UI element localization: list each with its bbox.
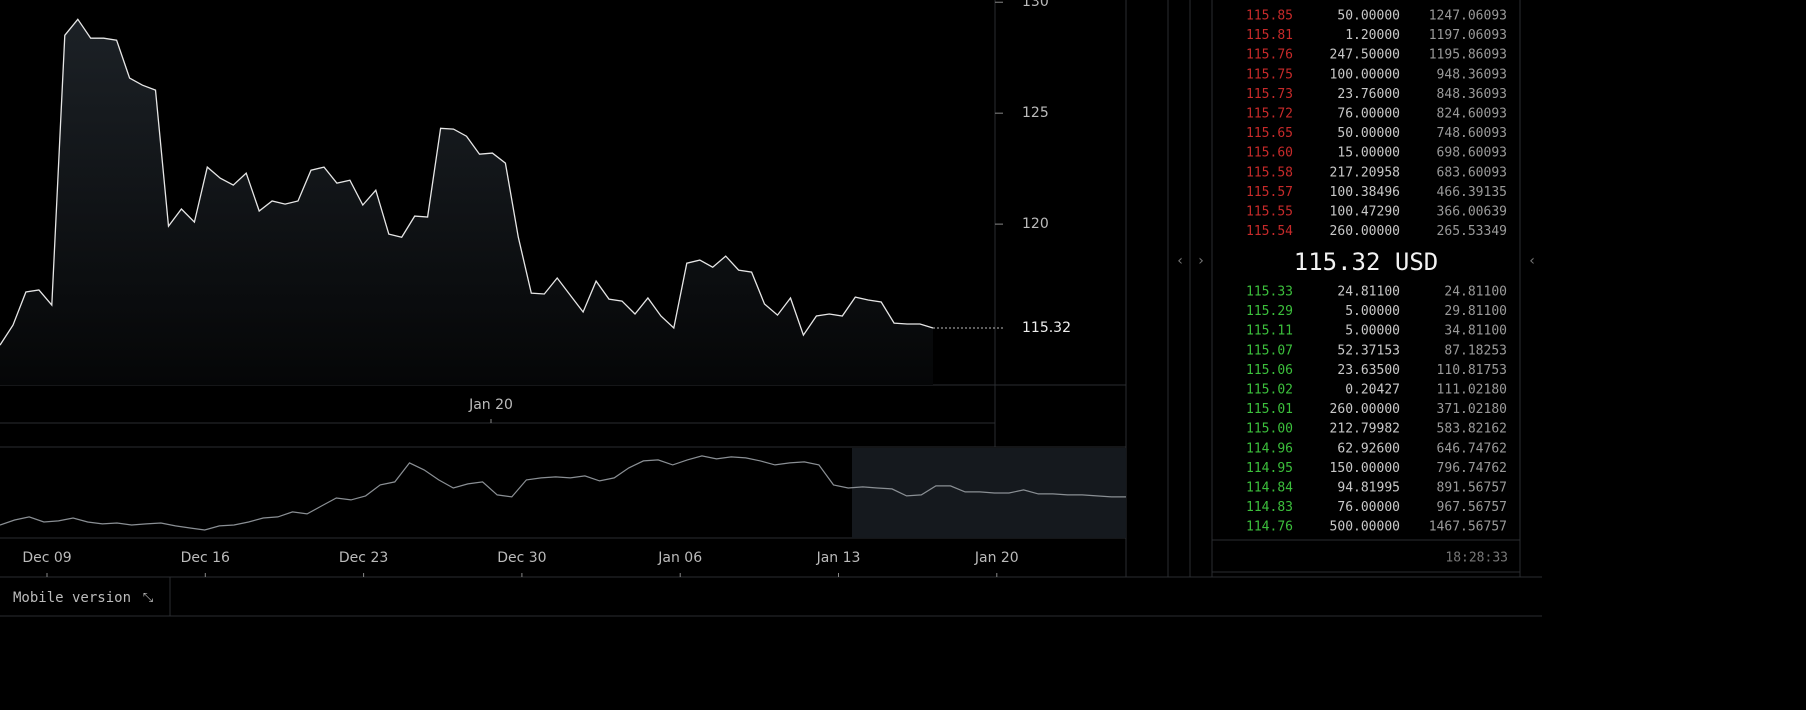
price: 115.73	[1246, 87, 1293, 102]
amount: 50.00000	[1337, 126, 1400, 141]
y-tick-label: 125	[1022, 105, 1049, 121]
total: 967.56757	[1437, 500, 1507, 515]
total: 111.02180	[1437, 383, 1507, 398]
amount: 1.20000	[1345, 28, 1400, 43]
total: 110.81753	[1437, 363, 1507, 378]
price: 114.84	[1246, 481, 1293, 496]
price: 115.02	[1246, 383, 1293, 398]
price-line	[0, 18, 934, 346]
total: 848.36093	[1437, 87, 1507, 102]
x-tick-label: Dec 09	[22, 550, 71, 566]
total: 1195.86093	[1429, 48, 1507, 63]
total: 698.60093	[1437, 146, 1507, 161]
price: 115.85	[1246, 9, 1293, 24]
price: 115.76	[1246, 48, 1293, 63]
amount: 247.50000	[1330, 48, 1400, 63]
amount: 500.00000	[1330, 520, 1400, 535]
total: 1197.06093	[1429, 28, 1507, 43]
amount: 24.81100	[1337, 285, 1400, 300]
price: 115.65	[1246, 126, 1293, 141]
price: 115.07	[1246, 343, 1293, 358]
amount: 52.37153	[1337, 343, 1400, 358]
y-tick-label: 130	[1022, 0, 1049, 10]
price: 115.72	[1246, 107, 1293, 122]
price: 115.29	[1246, 304, 1293, 319]
amount: 15.00000	[1337, 146, 1400, 161]
mobile-link[interactable]: Mobile version	[13, 590, 131, 606]
price: 115.55	[1246, 205, 1293, 220]
total: 583.82162	[1437, 422, 1507, 437]
total: 366.00639	[1437, 205, 1507, 220]
last-price-label: 115.32	[1022, 320, 1071, 336]
total: 683.60093	[1437, 165, 1507, 180]
total: 646.74762	[1437, 441, 1507, 456]
price: 115.75	[1246, 67, 1293, 82]
total: 466.39135	[1437, 185, 1507, 200]
collapse-left[interactable]: ‹	[1177, 253, 1183, 269]
collapse-book[interactable]: ‹	[1529, 253, 1535, 269]
navigator-line	[0, 455, 1126, 531]
x-tick-label: Jan 06	[657, 550, 702, 566]
price: 115.60	[1246, 146, 1293, 161]
price: 114.83	[1246, 500, 1293, 515]
total: 87.18253	[1444, 343, 1507, 358]
amount: 0.20427	[1345, 383, 1400, 398]
price: 115.01	[1246, 402, 1293, 417]
amount: 76.00000	[1337, 500, 1400, 515]
x-tick-label: Jan 13	[816, 550, 861, 566]
total: 29.81100	[1444, 304, 1507, 319]
price: 115.11	[1246, 324, 1293, 339]
amount: 100.47290	[1330, 205, 1400, 220]
amount: 76.00000	[1337, 107, 1400, 122]
amount: 100.00000	[1330, 67, 1400, 82]
mobile-icon[interactable]: ⤡	[143, 591, 154, 606]
amount: 212.79982	[1330, 422, 1400, 437]
x-tick-label: Jan 20	[468, 397, 513, 413]
amount: 62.92600	[1337, 441, 1400, 456]
time: 18:28:33	[1445, 551, 1508, 566]
total: 34.81100	[1444, 324, 1507, 339]
amount: 217.20958	[1330, 165, 1400, 180]
price: 115.54	[1246, 224, 1293, 239]
amount: 260.00000	[1330, 224, 1400, 239]
total: 265.53349	[1437, 224, 1507, 239]
total: 748.60093	[1437, 126, 1507, 141]
total: 891.56757	[1437, 481, 1507, 496]
price: 114.95	[1246, 461, 1293, 476]
price: 115.57	[1246, 185, 1293, 200]
total: 1467.56757	[1429, 520, 1507, 535]
price: 114.76	[1246, 520, 1293, 535]
x-tick-label: Dec 16	[181, 550, 230, 566]
amount: 50.00000	[1337, 9, 1400, 24]
price: 115.58	[1246, 165, 1293, 180]
total: 824.60093	[1437, 107, 1507, 122]
x-tick-label: Dec 23	[339, 550, 388, 566]
total: 796.74762	[1437, 461, 1507, 476]
price: 114.96	[1246, 441, 1293, 456]
y-tick-label: 120	[1022, 216, 1049, 232]
total: 24.81100	[1444, 285, 1507, 300]
collapse-right[interactable]: ›	[1198, 253, 1204, 269]
price: 115.06	[1246, 363, 1293, 378]
amount: 5.00000	[1345, 304, 1400, 319]
amount: 260.00000	[1330, 402, 1400, 417]
total: 948.36093	[1437, 67, 1507, 82]
price-area	[0, 19, 933, 386]
x-tick-label: Jan 20	[974, 550, 1019, 566]
price: 115.00	[1246, 422, 1293, 437]
price: 115.81	[1246, 28, 1293, 43]
amount: 23.63500	[1337, 363, 1400, 378]
amount: 5.00000	[1345, 324, 1400, 339]
amount: 150.00000	[1330, 461, 1400, 476]
mid-price: 115.32 USD	[1294, 248, 1439, 276]
total: 371.02180	[1437, 402, 1507, 417]
amount: 100.38496	[1330, 185, 1400, 200]
x-tick-label: Dec 30	[497, 550, 546, 566]
amount: 23.76000	[1337, 87, 1400, 102]
price: 115.33	[1246, 285, 1293, 300]
amount: 94.81995	[1337, 481, 1400, 496]
total: 1247.06093	[1429, 9, 1507, 24]
